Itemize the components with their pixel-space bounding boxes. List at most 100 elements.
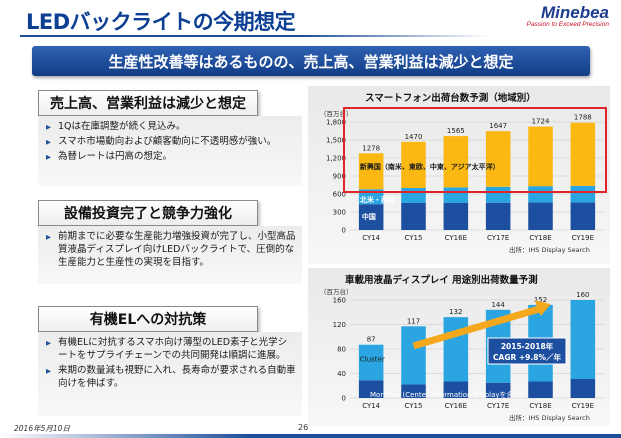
x-tick-label: CY17E bbox=[487, 402, 509, 410]
axis-unit: （百万台） bbox=[320, 109, 353, 118]
x-tick-label: CY14 bbox=[362, 234, 380, 242]
y-tick-label: 0 bbox=[342, 395, 346, 403]
x-tick-label: CY16E bbox=[445, 402, 467, 410]
y-tick-label: 600 bbox=[333, 191, 346, 199]
y-tick-label: 160 bbox=[333, 297, 346, 305]
y-tick-label: 1,800 bbox=[326, 119, 346, 127]
footer-date: 2016年5月10日 bbox=[14, 424, 70, 433]
data-label: 1788 bbox=[574, 114, 592, 122]
bar-segment bbox=[358, 153, 384, 190]
x-tick-label: CY18E bbox=[529, 402, 551, 410]
data-label: 1565 bbox=[447, 127, 465, 135]
data-label: 1470 bbox=[405, 133, 423, 141]
bar-segment bbox=[485, 131, 511, 187]
section-heading-oled: 有機ELへの対抗策 bbox=[38, 306, 258, 332]
series-label-monitors: Monitors (Center Information Displayを含む) bbox=[370, 390, 524, 399]
series-label-cluster: Cluster bbox=[360, 355, 385, 363]
x-tick-label: CY15 bbox=[405, 402, 423, 410]
source-note: 出所：IHS Display Search bbox=[509, 245, 590, 254]
page-number: 26 bbox=[298, 423, 309, 432]
y-tick-label: 0 bbox=[342, 227, 346, 235]
bar-segment bbox=[443, 381, 469, 398]
data-label: 152 bbox=[534, 296, 547, 304]
bar-segment bbox=[485, 382, 511, 398]
bar-segment bbox=[401, 188, 426, 203]
y-tick-label: 120 bbox=[333, 321, 346, 329]
bar-segment bbox=[443, 203, 469, 230]
series-label-namerica-weurope: 北米・西欧 bbox=[360, 195, 395, 204]
data-label: 87 bbox=[367, 336, 376, 344]
x-tick-label: CY16E bbox=[445, 234, 467, 242]
bar-segment bbox=[528, 202, 553, 230]
data-label: 1647 bbox=[489, 122, 507, 130]
list-item: スマホ市場動向および顧客動向に不透明感が強い。 bbox=[46, 135, 296, 149]
logo-tagline: Passion to Exceed Precision bbox=[526, 21, 609, 28]
x-tick-label: CY14 bbox=[362, 402, 380, 410]
smartphone-chart-title: スマートフォン出荷台数予測（地域別） bbox=[365, 93, 536, 104]
y-tick-label: 80 bbox=[337, 346, 346, 354]
section-body-oled: 有機ELに対抗するスマホ向け薄型のLED素子と光学シートをサプライチェーンでの共… bbox=[38, 332, 302, 416]
y-tick-label: 1,500 bbox=[326, 137, 346, 145]
trend-arrow-shaft bbox=[412, 305, 540, 350]
footer-rule bbox=[0, 434, 621, 438]
bar-segment bbox=[443, 187, 469, 203]
smartphone-shipments-chart: （百万台） 0 300 600 900 1,200 1,500 1,800 1278 CY14 14… bbox=[320, 107, 607, 254]
bar-segment bbox=[401, 384, 426, 398]
bar-segment bbox=[570, 202, 596, 230]
bar-segment bbox=[358, 204, 384, 230]
cagr-callout bbox=[487, 337, 567, 365]
bar-segment bbox=[528, 126, 553, 187]
list-item: 前期までに必要な生産能力増強投資が完了し、小型高品質液晶ディスプレイ向けLEDバ… bbox=[46, 230, 296, 269]
x-tick-label: CY17E bbox=[487, 234, 509, 242]
trend-arrow-head bbox=[534, 300, 551, 317]
x-tick-label: CY15 bbox=[405, 234, 423, 242]
y-tick-label: 900 bbox=[333, 173, 346, 181]
series-label-emerging: 新興国（南米、東欧、中東、アジア太平洋） bbox=[360, 162, 500, 171]
data-label: 1278 bbox=[362, 144, 380, 152]
source-note: 出所：IHS Display Search bbox=[509, 413, 590, 422]
list-item: 1Qは在庫調整が続く見込み。 bbox=[46, 120, 296, 134]
bar-segment bbox=[485, 186, 511, 203]
y-tick-label: 300 bbox=[333, 209, 346, 217]
data-label: 117 bbox=[407, 317, 420, 325]
bar-segment bbox=[528, 186, 553, 203]
list-item: 為替レートは円高の想定。 bbox=[46, 150, 296, 164]
data-label: 1724 bbox=[532, 118, 550, 126]
bar-segment bbox=[570, 379, 596, 398]
bar-segment bbox=[443, 317, 469, 382]
list-item: 来期の数量減も視野に入れ、長寿命が要求される自動車向けを伸ばす。 bbox=[46, 364, 296, 390]
section-body-sales: 1Qは在庫調整が続く見込み。 スマホ市場動向および顧客動向に不透明感が強い。 為… bbox=[38, 116, 302, 186]
axis-unit: （百万台） bbox=[320, 287, 353, 296]
section-heading-capex: 設備投資完了と競争力強化 bbox=[38, 200, 258, 226]
y-tick-label: 40 bbox=[337, 370, 346, 378]
data-label: 160 bbox=[576, 291, 589, 299]
data-label: 144 bbox=[491, 301, 505, 309]
section-body-capex: 前期までに必要な生産能力増強投資が完了し、小型高品質液晶ディスプレイ向けLEDバ… bbox=[38, 226, 302, 284]
page-title: LEDバックライトの今期想定 bbox=[26, 10, 296, 34]
bar-segment bbox=[401, 141, 426, 188]
section-heading-sales: 売上高、営業利益は減少と想定 bbox=[38, 90, 258, 116]
cagr-period: 2015-2018年 bbox=[501, 341, 554, 351]
bar-segment bbox=[485, 202, 511, 230]
x-tick-label: CY18E bbox=[529, 234, 551, 242]
title-underline bbox=[20, 35, 490, 37]
cagr-value: CAGR +9.8%／年 bbox=[493, 352, 561, 362]
bar-segment bbox=[570, 185, 596, 203]
data-label: 132 bbox=[449, 308, 462, 316]
bar-segment bbox=[358, 380, 384, 398]
bar-segment bbox=[358, 344, 384, 381]
list-item: 有機ELに対抗するスマホ向け薄型のLED素子と光学シートをサプライチェーンでの共… bbox=[46, 336, 296, 362]
auto-lcd-chart-title: 車載用液晶ディスプレイ 用途別出荷数量予測 bbox=[345, 275, 538, 286]
bar-segment bbox=[570, 122, 596, 186]
x-tick-label: CY19E bbox=[572, 234, 594, 242]
y-tick-label: 1,200 bbox=[326, 155, 346, 163]
bar-segment bbox=[528, 381, 553, 398]
bar-segment bbox=[401, 326, 426, 385]
x-tick-label: CY19E bbox=[572, 402, 594, 410]
logo-name: Minebea bbox=[540, 3, 609, 22]
bar-segment bbox=[443, 136, 469, 188]
highlight-box bbox=[343, 107, 607, 193]
company-logo: Minebea Passion to Exceed Precision bbox=[527, 3, 609, 28]
bar-segment bbox=[401, 203, 426, 230]
series-label-china: 中国 bbox=[362, 212, 376, 221]
